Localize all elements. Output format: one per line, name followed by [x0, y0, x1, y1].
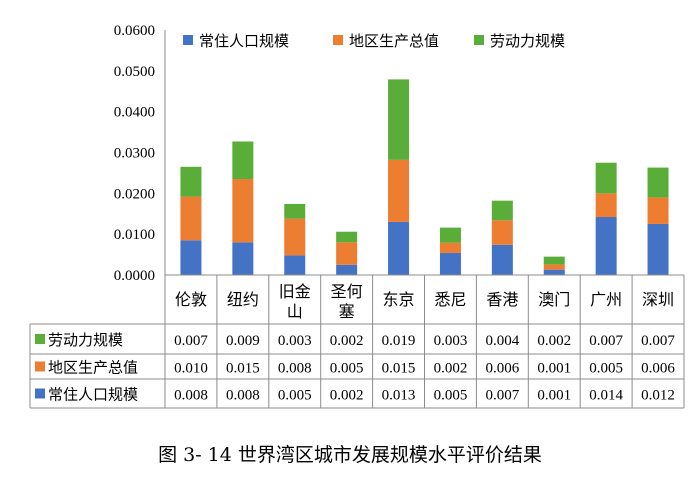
table-cell-value: 0.002	[434, 361, 468, 377]
legend-swatch	[474, 35, 484, 45]
bar-segment	[595, 193, 617, 218]
category-label: 澳门	[538, 290, 570, 309]
legend-label: 常住人口规模	[199, 32, 289, 50]
table-cell-value: 0.006	[485, 361, 519, 377]
table-cell-value: 0.002	[330, 388, 364, 404]
table-cell-value: 0.003	[278, 333, 312, 349]
category-label: 塞	[339, 302, 355, 321]
figure-caption: 图 3- 14 世界湾区城市发展规模水平评价结果	[158, 444, 542, 466]
bar-segment	[595, 162, 617, 194]
bar-segment	[647, 197, 669, 224]
table-legend-swatch	[35, 334, 45, 344]
table-cell-value: 0.008	[226, 388, 260, 404]
table-cell-value: 0.003	[434, 333, 468, 349]
table-cell-value: 0.012	[641, 388, 675, 404]
bar-segment	[491, 200, 513, 221]
y-tick-label: 0.0300	[114, 146, 155, 162]
legend-label: 地区生产总值	[349, 32, 439, 50]
category-label: 圣何	[331, 282, 363, 301]
category-label: 伦敦	[175, 290, 207, 309]
table-cell-value: 0.007	[641, 333, 675, 349]
bar-segment	[232, 179, 254, 243]
bar-segment	[180, 240, 202, 275]
bar-segment	[647, 223, 669, 275]
category-label: 悉尼	[434, 290, 466, 309]
table-cell-value: 0.007	[174, 333, 208, 349]
table-legend-swatch	[35, 361, 45, 372]
table-cell-value: 0.001	[537, 361, 571, 377]
bar-segment	[388, 79, 410, 160]
bar-segment	[647, 167, 669, 198]
bar-segment	[388, 159, 410, 222]
bar-segment	[543, 264, 565, 270]
table-cell-value: 0.007	[485, 388, 519, 404]
bar-segment	[180, 196, 202, 241]
table-cell-value: 0.002	[330, 333, 364, 349]
bar-segment	[439, 252, 461, 275]
y-tick-label: 0.0600	[114, 23, 155, 39]
table-cell-value: 0.004	[485, 333, 519, 349]
bar-segment	[543, 256, 565, 265]
table-cell-value: 0.008	[174, 388, 208, 404]
legend-swatch	[333, 35, 343, 45]
table-cell-value: 0.015	[226, 361, 260, 377]
y-tick-label: 0.0100	[114, 227, 155, 243]
table-row-label: 常住人口规模	[48, 386, 138, 404]
table-cell-value: 0.014	[589, 388, 623, 404]
bar-segment	[232, 242, 254, 275]
table-cell-value: 0.005	[330, 361, 364, 377]
bar-segment	[595, 217, 617, 275]
y-tick-label: 0.0000	[114, 268, 155, 284]
table-row-label: 地区生产总值	[48, 359, 138, 377]
table-cell-value: 0.008	[278, 361, 312, 377]
bar-segment	[284, 203, 306, 219]
table-cell-value: 0.019	[382, 333, 416, 349]
table-cell-value: 0.013	[382, 388, 416, 404]
bar-segment	[491, 244, 513, 275]
bar-segment	[336, 242, 358, 265]
bar-segment	[336, 231, 358, 243]
table-cell-value: 0.005	[278, 388, 312, 404]
bar-segment	[284, 255, 306, 275]
bar-segment	[439, 227, 461, 243]
table-cell-value: 0.010	[174, 361, 208, 377]
category-label: 深圳	[642, 290, 674, 309]
category-label: 香港	[486, 290, 518, 309]
bar-segment	[336, 264, 358, 275]
table-cell-value: 0.005	[589, 361, 623, 377]
y-tick-label: 0.0500	[114, 64, 155, 80]
table-cell-value: 0.006	[641, 361, 675, 377]
table-cell-value: 0.015	[382, 361, 416, 377]
table-cell-value: 0.002	[537, 333, 571, 349]
category-label: 东京	[383, 290, 415, 309]
bar-segment	[388, 221, 410, 275]
category-label: 纽约	[227, 290, 259, 309]
category-label: 旧金	[279, 282, 311, 301]
table-cell-value: 0.001	[537, 388, 571, 404]
bar-segment	[491, 220, 513, 245]
table-cell-value: 0.009	[226, 333, 260, 349]
legend-swatch	[183, 35, 193, 45]
table-cell-value: 0.005	[434, 388, 468, 404]
bar-segment	[232, 141, 254, 180]
y-tick-label: 0.0400	[114, 105, 155, 121]
table-cell-value: 0.007	[589, 333, 623, 349]
category-label: 山	[287, 302, 303, 321]
bar-segment	[284, 218, 306, 256]
stacked-bar-chart: 0.0000 0.0100 0.0200 0.0300 0.0400 0.0500 0.06…	[29, 23, 685, 409]
bar-segment	[543, 269, 565, 275]
y-tick-label: 0.0200	[114, 186, 155, 202]
bar-segment	[180, 166, 202, 197]
legend-label: 劳动力规模	[490, 32, 565, 50]
category-label: 广州	[590, 290, 622, 309]
table-legend-swatch	[35, 388, 45, 399]
bar-segment	[439, 242, 461, 253]
table-row-label: 劳动力规模	[48, 331, 123, 349]
